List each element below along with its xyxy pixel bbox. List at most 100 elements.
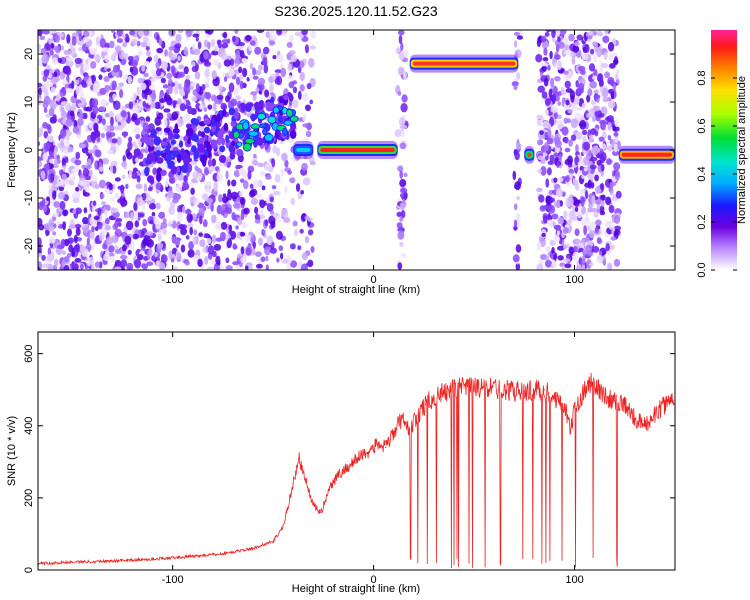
- spectrogram-speckle: [264, 163, 270, 172]
- spectrogram-speckle: [179, 103, 187, 112]
- spectrogram-speckle: [63, 265, 70, 270]
- spectrogram-speckle: [50, 172, 55, 183]
- spectrogram-speckle: [54, 34, 61, 43]
- spectrogram-speckle: [201, 83, 206, 91]
- spectrogram-speckle: [49, 49, 54, 56]
- spectrogram-speckle: [242, 67, 248, 78]
- spectrogram-speckle: [565, 99, 570, 106]
- spectrogram-band-blob: [240, 102, 246, 112]
- spectrogram-speckle: [614, 119, 620, 128]
- spectrogram-speckle: [572, 251, 579, 262]
- spectrogram-speckle: [164, 92, 168, 100]
- spectrogram-speckle: [286, 41, 293, 49]
- spectrogram-speckle: [271, 241, 275, 248]
- snr-data-point: [606, 396, 608, 398]
- spectrogram-band-blob: [223, 122, 229, 132]
- spectrogram-speckle: [73, 263, 79, 270]
- spectrogram-speckle: [555, 95, 561, 102]
- spectrogram-speckle: [304, 44, 310, 54]
- spectrogram-speckle: [91, 180, 96, 189]
- spectrogram-speckle: [195, 83, 200, 94]
- spectrogram-speckle: [212, 59, 220, 66]
- spectrogram-speckle: [43, 95, 51, 106]
- spectrogram-speckle: [397, 90, 402, 96]
- spectrogram-speckle: [47, 124, 52, 135]
- spectrogram-speckle: [574, 40, 580, 47]
- spectrogram-band-blob: [203, 119, 211, 125]
- spectrogram-speckle: [593, 89, 599, 94]
- spectrogram-speckle: [163, 254, 168, 263]
- spectrogram-speckle: [97, 207, 102, 217]
- spectrogram-speckle: [613, 230, 617, 237]
- spectrogram-speckle: [64, 139, 71, 148]
- spectrogram-speckle: [185, 235, 190, 240]
- spectrogram-speckle: [177, 211, 183, 222]
- spectrogram-speckle: [564, 138, 569, 144]
- spectrogram-speckle: [250, 197, 259, 205]
- spectrogram-speckle: [154, 116, 162, 127]
- spectrogram-speckle: [127, 249, 132, 255]
- spectrogram-speckle: [308, 57, 315, 68]
- spectrogram-speckle: [114, 266, 122, 270]
- spectrogram-speckle: [219, 162, 224, 167]
- spectrogram-speckle: [114, 144, 119, 152]
- spectrogram-speckle: [142, 122, 149, 132]
- spectrogram-speckle: [297, 90, 302, 101]
- spectrogram-speckle: [275, 230, 283, 240]
- spectrogram-speckle: [116, 30, 124, 37]
- spectrogram-speckle: [572, 240, 576, 245]
- spectrogram-speckle: [190, 187, 195, 196]
- snr-data-point: [360, 454, 363, 456]
- spectrogram-speckle: [212, 103, 217, 112]
- spectrogram-band-blob: [160, 141, 168, 147]
- spectrogram-band-blob: [176, 153, 182, 163]
- spectrogram-speckle: [180, 227, 188, 236]
- spectrogram-speckle: [54, 145, 59, 153]
- spectrogram-speckle: [581, 263, 586, 270]
- spectrogram-speckle: [538, 194, 545, 203]
- spectrogram-speckle: [302, 177, 311, 186]
- spectrogram-speckle: [178, 64, 185, 70]
- spectrogram-speckle: [147, 186, 153, 192]
- spectrogram-speckle: [182, 95, 187, 100]
- spectrogram-speckle: [302, 123, 309, 128]
- spectrogram-speckle: [98, 166, 104, 172]
- spectrogram-speckle: [258, 237, 264, 246]
- spectrogram-speckle: [248, 72, 253, 80]
- spectrogram-band-blob: [286, 108, 294, 118]
- spectrogram-speckle: [163, 108, 171, 113]
- spectrogram-speckle: [203, 60, 212, 67]
- spectrogram-speckle: [151, 69, 156, 78]
- spectrogram-speckle: [38, 30, 43, 37]
- spectrogram-speckle: [542, 56, 549, 62]
- spectrogram-speckle: [600, 143, 607, 151]
- spectrogram-speckle: [593, 94, 601, 99]
- spectrogram-speckle: [85, 58, 89, 65]
- spectrogram-speckle: [594, 174, 599, 182]
- spectrogram-speckle: [156, 47, 164, 54]
- spectrogram-speckle: [52, 231, 57, 236]
- snr-panel: -100 0 100 0 200 400 600 Height of straight li…: [6, 331, 676, 595]
- spectrogram-speckle: [151, 211, 156, 217]
- spectrogram-speckle: [74, 223, 82, 229]
- spectrogram-band-blob: [176, 166, 181, 173]
- spectrogram-speckle: [543, 215, 548, 224]
- spectrogram-speckle: [41, 254, 46, 261]
- spectrogram-speckle: [553, 235, 561, 243]
- spectrogram-band-blob: [183, 151, 188, 162]
- spectrogram-speckle: [80, 143, 87, 149]
- spectrogram-speckle: [592, 75, 598, 81]
- spectrogram-band-blob: [253, 102, 260, 108]
- spectrogram-speckle: [235, 165, 240, 170]
- spectrogram-speckle: [606, 115, 614, 123]
- spectrogram-speckle: [239, 80, 244, 90]
- spectrogram-speckle: [98, 74, 103, 80]
- spectrogram-speckle: [588, 137, 595, 143]
- spectrogram-speckle: [304, 215, 310, 221]
- spectrogram-speckle: [548, 88, 553, 99]
- spectrogram-speckle: [557, 37, 561, 43]
- snr-data-point: [624, 403, 626, 405]
- spectrogram-speckle: [544, 31, 550, 37]
- spectrogram-speckle: [258, 64, 263, 71]
- spectrogram-speckle: [48, 151, 55, 158]
